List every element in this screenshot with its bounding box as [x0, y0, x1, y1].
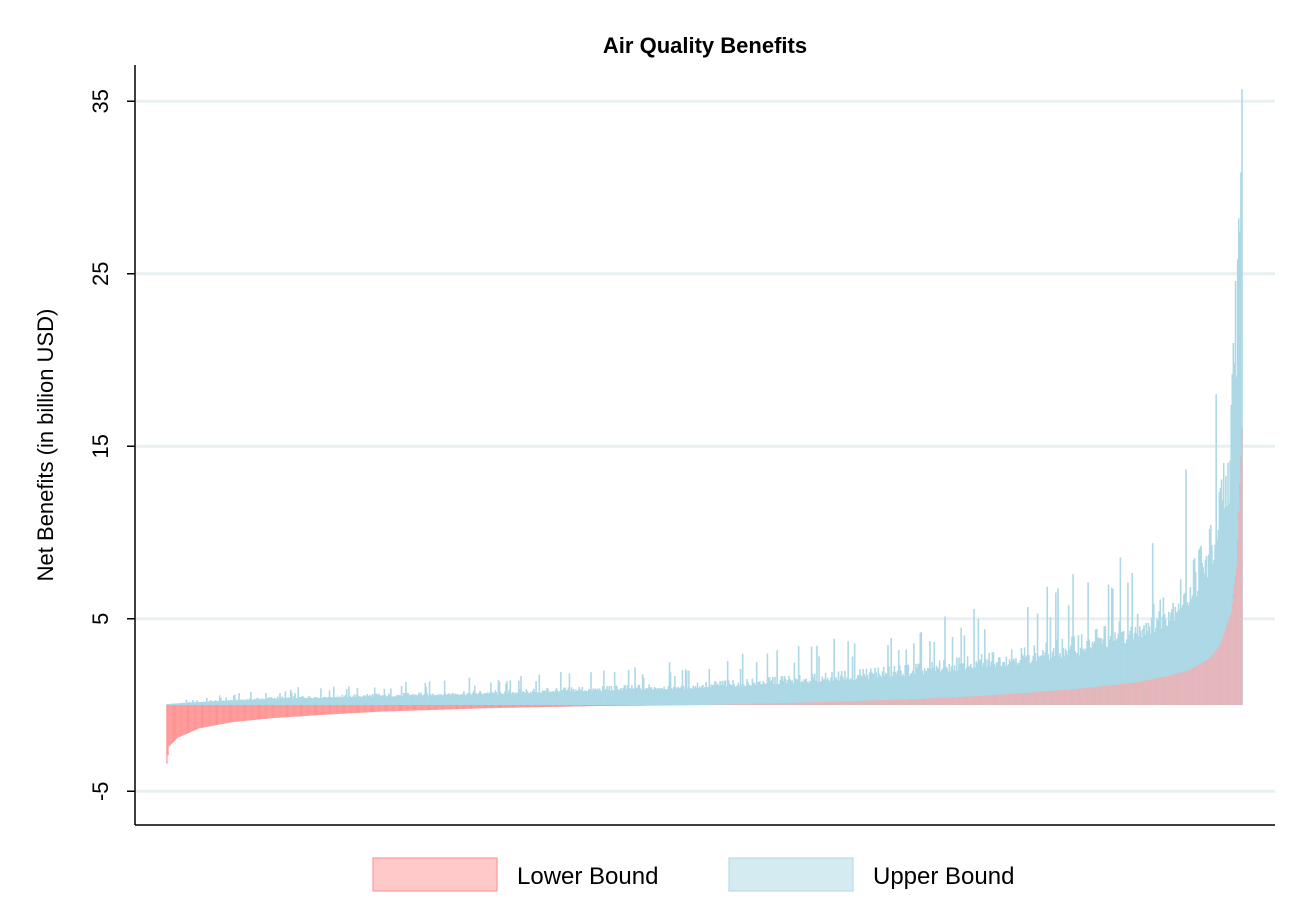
lower-bound-area [167, 429, 1242, 764]
y-tick-label: -5 [88, 781, 113, 801]
y-tick-label: 35 [88, 89, 113, 113]
legend-swatch [372, 857, 498, 892]
y-tick-label: 15 [88, 434, 113, 458]
legend-label: Lower Bound [517, 863, 658, 890]
legend-label: Upper Bound [873, 863, 1014, 890]
y-ticks: -5 5 15 25 35 [88, 89, 135, 801]
chart-title: Air Quality Benefits [603, 33, 807, 58]
y-tick-label: 25 [88, 262, 113, 286]
gridlines [135, 99, 1275, 793]
y-axis-label: Net Benefits (in billion USD) [33, 309, 58, 582]
axes [134, 65, 1275, 826]
lower-bound-bars [166, 429, 1243, 764]
legend: Lower Bound Upper Bound [372, 857, 1014, 892]
legend-swatch [728, 857, 854, 892]
upper-bound-bars [166, 89, 1243, 705]
y-tick-label: 5 [88, 613, 113, 625]
